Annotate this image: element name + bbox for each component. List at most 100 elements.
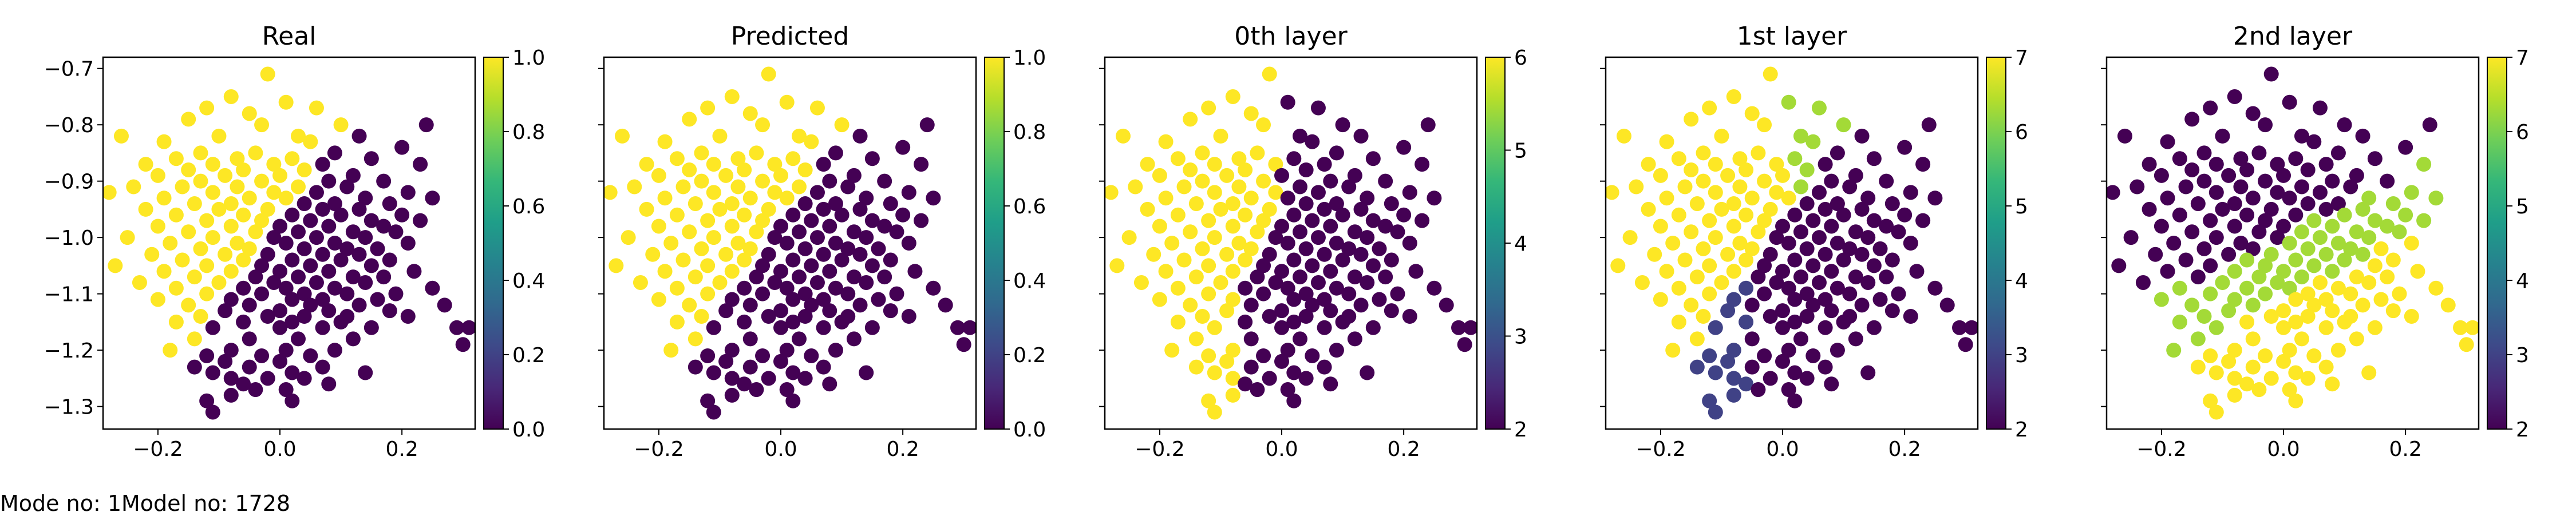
- data-point: [1231, 236, 1247, 251]
- data-point: [303, 348, 318, 363]
- point-layer: [2107, 66, 2479, 420]
- data-point: [1341, 179, 1357, 195]
- colorbar-tick-label: 0.4: [512, 269, 545, 293]
- data-point: [156, 134, 172, 149]
- data-point: [901, 309, 916, 324]
- data-point: [1219, 247, 1235, 262]
- data-point: [737, 252, 752, 268]
- data-point: [1854, 247, 1870, 262]
- data-point: [1824, 219, 1839, 234]
- data-point: [1274, 264, 1290, 279]
- data-point: [791, 224, 807, 240]
- data-point: [260, 309, 275, 324]
- data-point: [351, 128, 367, 144]
- data-point: [2227, 89, 2242, 104]
- data-point: [223, 89, 239, 104]
- data-point: [2270, 185, 2285, 200]
- data-point: [779, 94, 795, 110]
- data-point: [1659, 264, 1674, 279]
- data-point: [1805, 348, 1821, 363]
- data-point: [382, 303, 397, 319]
- colorbar-tick-label: 6: [1514, 46, 1527, 70]
- data-point: [2208, 320, 2224, 335]
- data-point: [1903, 185, 1918, 200]
- data-point: [1347, 224, 1362, 240]
- data-point: [1903, 309, 1918, 324]
- data-point: [901, 236, 916, 251]
- data-point: [755, 213, 771, 228]
- data-point: [675, 179, 691, 195]
- data-point: [1360, 275, 1375, 290]
- data-point: [1195, 309, 1210, 324]
- data-point: [2349, 331, 2364, 347]
- data-point: [779, 236, 795, 251]
- data-point: [2288, 292, 2304, 307]
- data-point: [1213, 128, 1228, 144]
- data-point: [609, 258, 624, 273]
- data-point: [1805, 134, 1821, 149]
- data-point: [877, 269, 892, 285]
- data-point: [211, 128, 227, 144]
- data-point: [1702, 213, 1717, 228]
- data-point: [1280, 190, 1295, 206]
- data-point: [1256, 348, 1271, 363]
- data-point: [809, 230, 825, 245]
- data-point: [2215, 128, 2230, 144]
- data-point: [804, 348, 819, 363]
- data-point: [1188, 196, 1204, 212]
- data-point: [218, 168, 233, 183]
- plot-frame: [1605, 56, 1979, 430]
- data-point: [2221, 303, 2237, 319]
- data-point: [1860, 365, 1876, 380]
- data-point: [1268, 275, 1283, 290]
- data-point: [797, 241, 813, 256]
- data-point: [2288, 365, 2304, 380]
- data-point: [1708, 404, 1723, 420]
- data-point: [1836, 117, 1851, 133]
- data-point: [242, 331, 257, 347]
- data-point: [797, 286, 813, 301]
- data-point: [1317, 292, 1332, 307]
- data-point: [2288, 252, 2304, 268]
- data-point: [2160, 264, 2175, 279]
- data-point: [1109, 258, 1125, 273]
- data-point: [1219, 303, 1235, 319]
- data-point: [1183, 112, 1198, 127]
- data-point: [2355, 128, 2370, 144]
- data-point: [1347, 269, 1362, 285]
- data-point: [1219, 168, 1235, 183]
- data-point: [2294, 331, 2309, 347]
- data-point: [2208, 404, 2224, 420]
- data-point: [1176, 252, 1192, 268]
- x-tick-label: −0.2: [133, 438, 183, 461]
- data-point: [168, 207, 184, 223]
- x-tick-label: −0.2: [1635, 438, 1685, 461]
- data-point: [1684, 112, 1699, 127]
- x-tick-label: 0.0: [764, 438, 797, 461]
- data-point: [2343, 179, 2358, 195]
- data-point: [773, 168, 789, 183]
- data-point: [205, 185, 220, 200]
- data-point: [132, 275, 147, 290]
- data-point: [1286, 393, 1302, 408]
- data-point: [1207, 185, 1222, 200]
- data-point: [816, 359, 831, 375]
- y-tick-label: −1.0: [44, 227, 94, 250]
- data-point: [254, 286, 270, 301]
- data-point: [1848, 331, 1863, 347]
- data-point: [682, 224, 697, 240]
- data-point: [700, 348, 716, 363]
- data-point: [1702, 348, 1717, 363]
- data-point: [156, 264, 172, 279]
- data-point: [1378, 269, 1393, 285]
- data-point: [1335, 117, 1350, 133]
- data-point: [828, 196, 843, 212]
- data-point: [1347, 168, 1362, 183]
- data-point: [877, 173, 892, 189]
- data-point: [1243, 241, 1259, 256]
- data-point: [1751, 269, 1766, 285]
- data-point: [2373, 292, 2389, 307]
- data-point: [382, 196, 397, 212]
- data-point: [846, 168, 862, 183]
- subplot-title: Predicted: [731, 22, 850, 51]
